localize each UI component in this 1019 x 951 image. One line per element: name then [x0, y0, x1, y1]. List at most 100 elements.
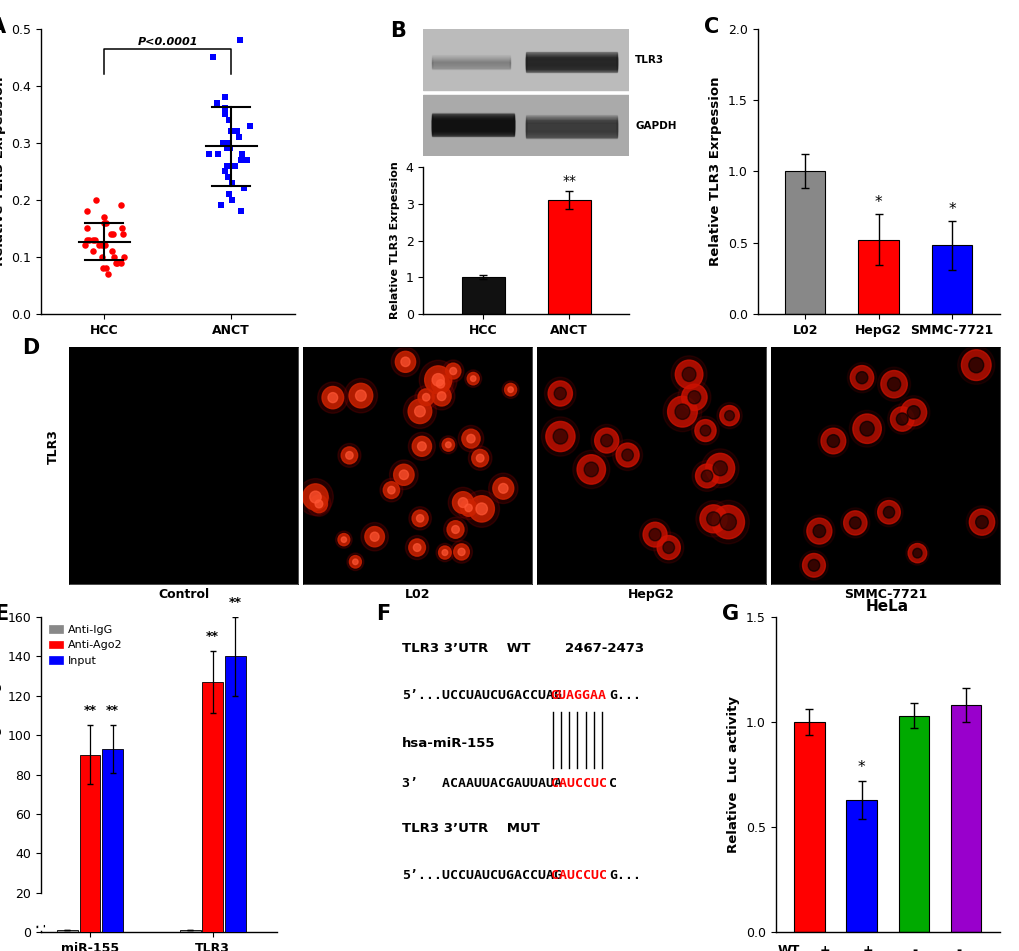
- Text: 5’...UCCUAUCUGACCUAG: 5’...UCCUAUCUGACCUAG: [401, 869, 561, 882]
- Bar: [547, 200, 590, 314]
- Circle shape: [639, 518, 669, 551]
- Point: [235, 181, 252, 196]
- Bar: [462, 278, 504, 314]
- Circle shape: [642, 522, 666, 547]
- Point: [208, 95, 224, 110]
- Circle shape: [346, 553, 364, 571]
- Circle shape: [365, 527, 384, 547]
- Point: [200, 146, 216, 162]
- Circle shape: [553, 387, 566, 399]
- X-axis label: HepG2: HepG2: [628, 588, 675, 601]
- Circle shape: [458, 497, 468, 508]
- Point: [76, 238, 93, 253]
- Point: [217, 107, 233, 122]
- Circle shape: [447, 487, 477, 518]
- Y-axis label: Relative  Luc activity: Relative Luc activity: [727, 696, 740, 853]
- Point: [226, 158, 243, 173]
- Point: [216, 164, 232, 179]
- Point: [232, 32, 249, 48]
- Circle shape: [464, 491, 499, 527]
- Circle shape: [802, 553, 824, 577]
- Circle shape: [897, 396, 929, 429]
- Circle shape: [826, 435, 839, 447]
- Circle shape: [968, 509, 994, 535]
- Bar: [526, 123, 616, 138]
- Circle shape: [405, 535, 428, 559]
- Circle shape: [691, 417, 718, 445]
- Text: **: **: [106, 705, 119, 717]
- Circle shape: [965, 506, 997, 538]
- Circle shape: [573, 451, 609, 489]
- Bar: [423, 95, 629, 156]
- Bar: [431, 58, 510, 66]
- Circle shape: [442, 360, 464, 382]
- Circle shape: [590, 424, 622, 456]
- Circle shape: [387, 486, 394, 494]
- Point: [78, 204, 95, 219]
- Bar: [431, 121, 514, 136]
- Bar: [179, 930, 201, 932]
- Text: +: +: [819, 944, 829, 951]
- Circle shape: [445, 442, 450, 448]
- Circle shape: [335, 531, 352, 548]
- Bar: [526, 116, 616, 131]
- Bar: [431, 61, 510, 68]
- Circle shape: [471, 450, 488, 467]
- Bar: [431, 117, 514, 132]
- Circle shape: [422, 394, 429, 401]
- Circle shape: [691, 460, 721, 492]
- Circle shape: [541, 417, 579, 456]
- Text: D: D: [22, 338, 40, 358]
- Point: [103, 226, 119, 242]
- Text: P<0.0001: P<0.0001: [138, 37, 198, 47]
- Circle shape: [393, 464, 414, 485]
- Point: [78, 232, 95, 247]
- Circle shape: [840, 508, 869, 538]
- Bar: [57, 930, 77, 932]
- Circle shape: [465, 504, 472, 512]
- Circle shape: [395, 351, 415, 373]
- Circle shape: [847, 362, 875, 393]
- X-axis label: L02: L02: [405, 588, 430, 601]
- Bar: [431, 114, 514, 129]
- Circle shape: [887, 378, 900, 391]
- Circle shape: [449, 367, 457, 375]
- Text: **: **: [228, 596, 242, 610]
- Circle shape: [310, 495, 327, 513]
- Y-axis label: Relative RNA level Ago2 / IgG: Relative RNA level Ago2 / IgG: [0, 671, 2, 878]
- Bar: [431, 115, 514, 130]
- Point: [107, 255, 123, 270]
- Circle shape: [445, 363, 461, 378]
- Circle shape: [957, 346, 994, 384]
- Point: [230, 129, 247, 145]
- Circle shape: [412, 510, 428, 527]
- Circle shape: [418, 389, 434, 406]
- Circle shape: [705, 454, 734, 483]
- Circle shape: [887, 404, 916, 435]
- Circle shape: [545, 421, 575, 452]
- Text: TLR3 3’UTR    WT: TLR3 3’UTR WT: [401, 642, 530, 655]
- Circle shape: [417, 442, 426, 451]
- Circle shape: [322, 386, 343, 409]
- Circle shape: [498, 483, 507, 494]
- Circle shape: [337, 534, 350, 546]
- Circle shape: [462, 429, 480, 448]
- Point: [219, 158, 235, 173]
- Text: CAUCCUC: CAUCCUC: [550, 869, 606, 882]
- Point: [219, 141, 235, 156]
- Point: [224, 192, 240, 207]
- Circle shape: [706, 512, 719, 526]
- Circle shape: [701, 470, 712, 482]
- Circle shape: [419, 360, 457, 399]
- Circle shape: [432, 386, 450, 406]
- Point: [82, 232, 98, 247]
- Circle shape: [337, 443, 361, 467]
- Text: A: A: [0, 17, 6, 37]
- Circle shape: [412, 437, 431, 456]
- Circle shape: [682, 367, 695, 381]
- Text: G: G: [721, 605, 738, 625]
- Text: 5’...UCCUAUCUGACCUAG: 5’...UCCUAUCUGACCUAG: [401, 689, 561, 702]
- Circle shape: [303, 484, 328, 510]
- Circle shape: [675, 360, 702, 389]
- Circle shape: [817, 425, 848, 457]
